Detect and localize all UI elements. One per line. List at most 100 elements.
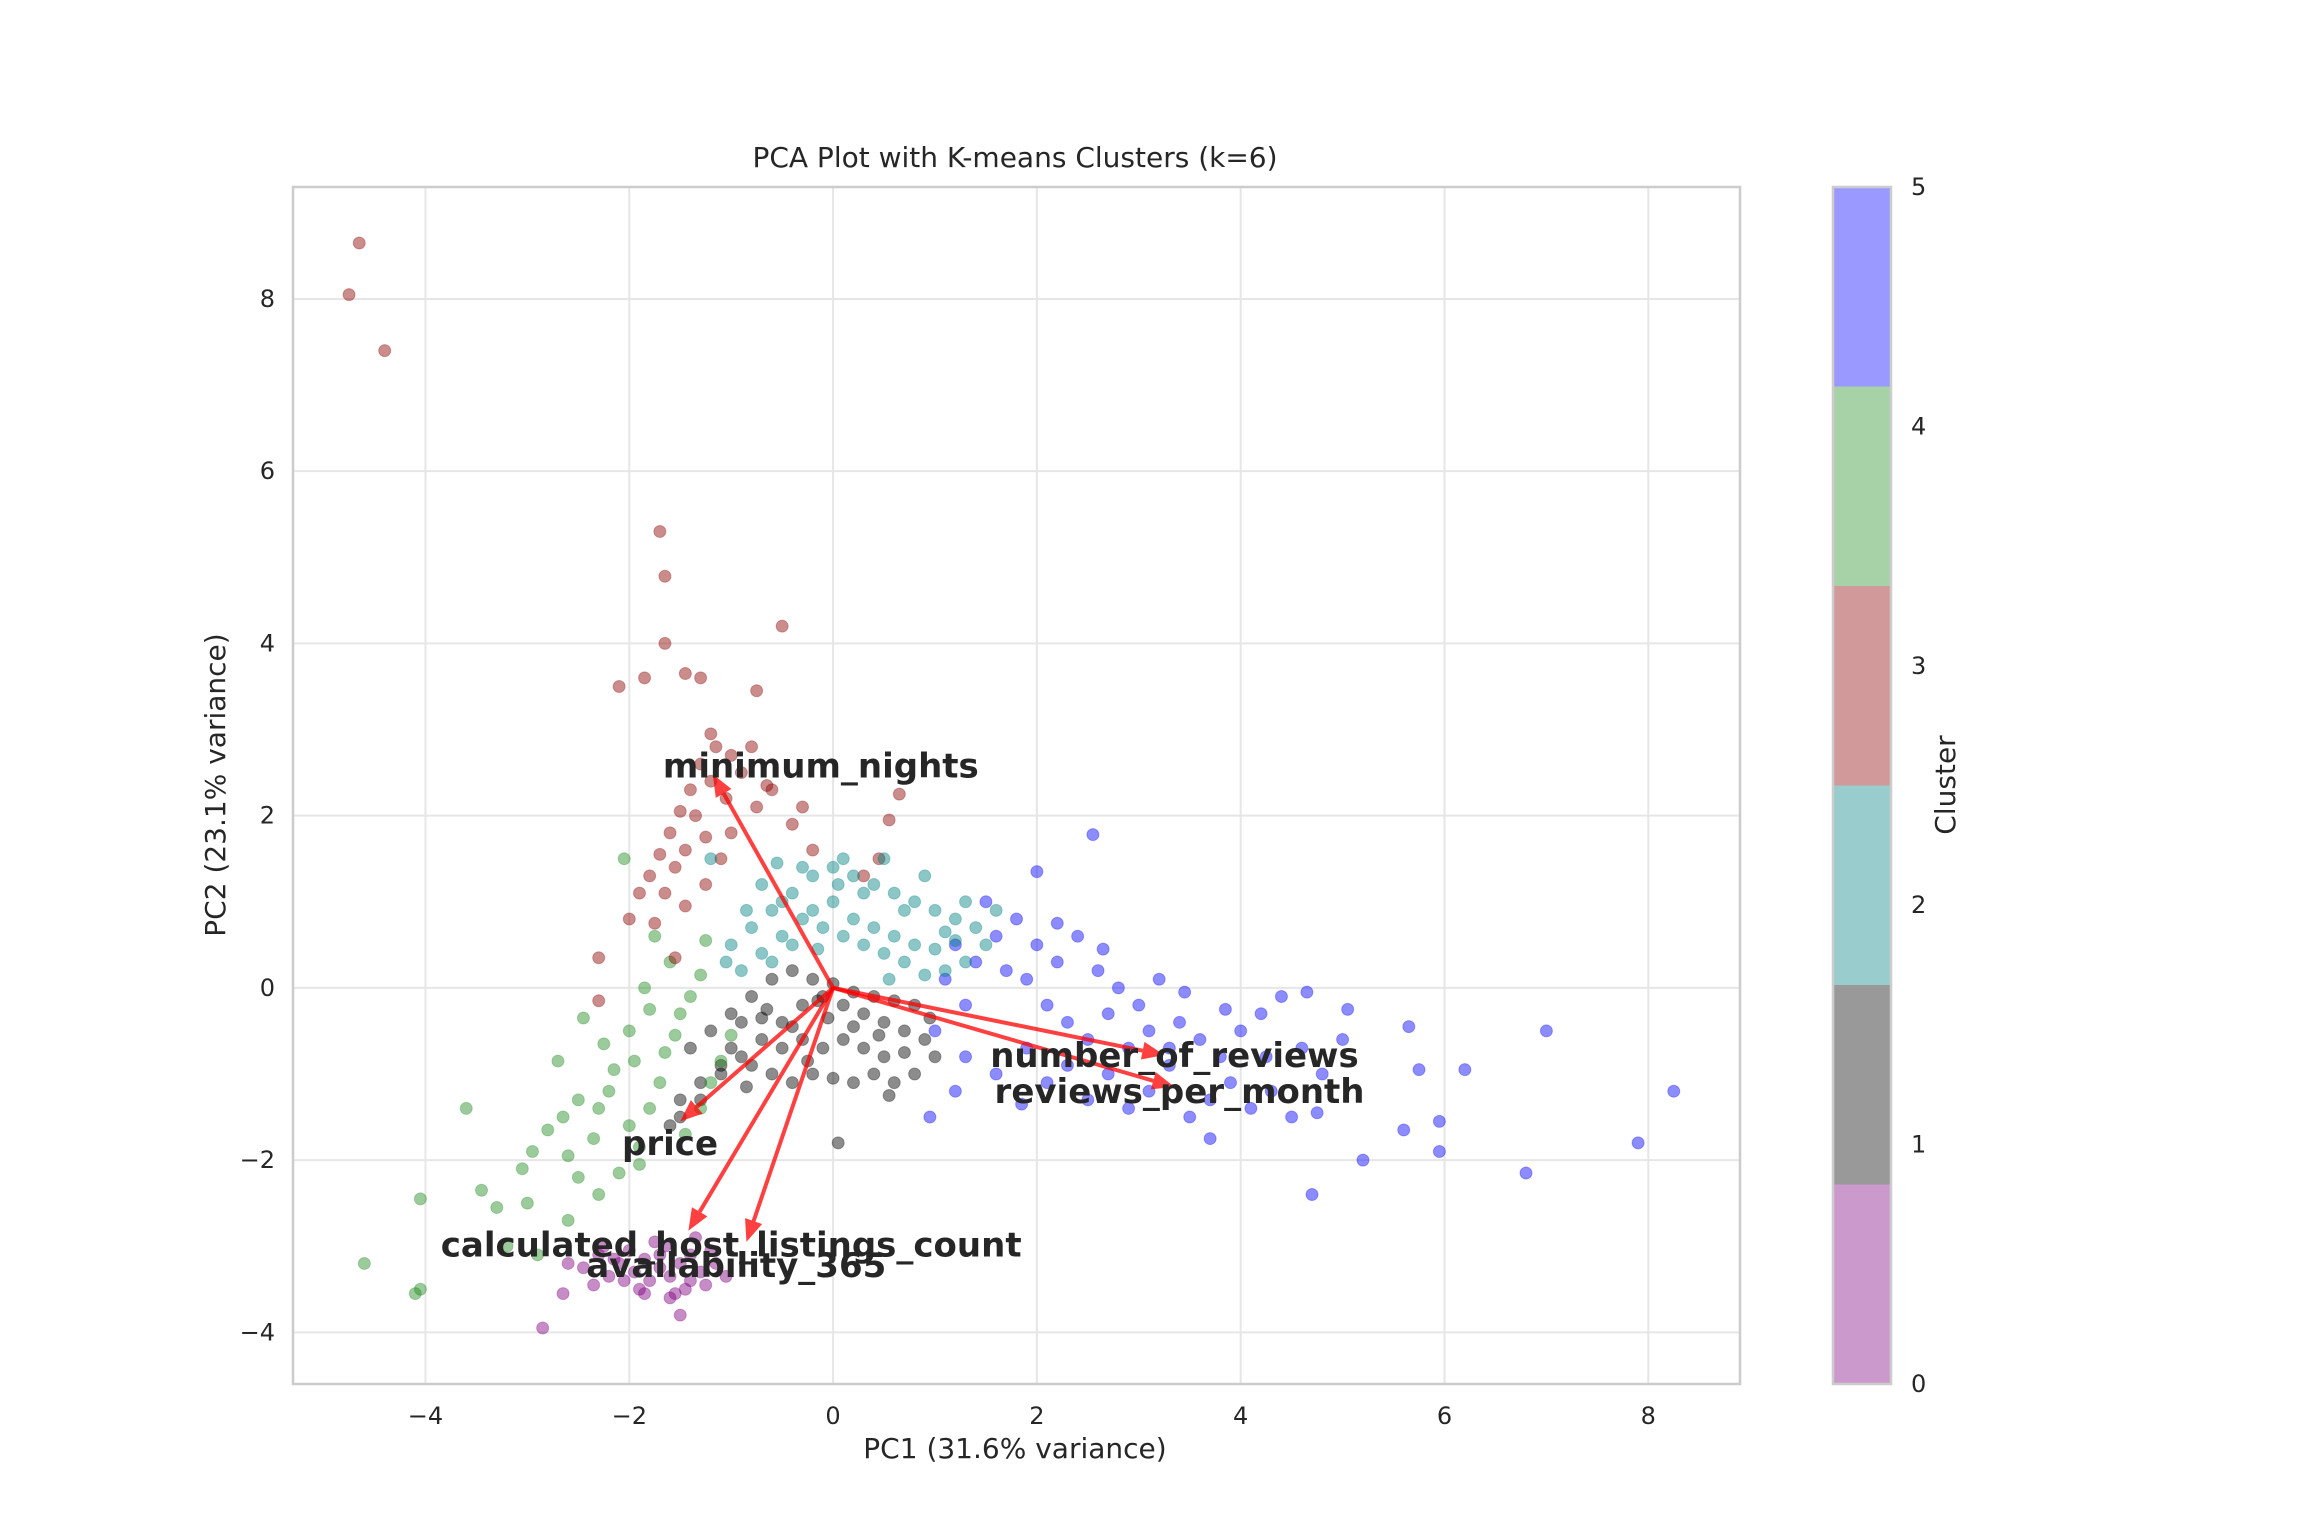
cluster-0-point [587, 1278, 601, 1292]
cluster-4-point [413, 1282, 427, 1296]
cluster-0-point [694, 1265, 708, 1279]
cluster-2-point [918, 869, 932, 883]
cluster-0-point [592, 1248, 606, 1262]
cluster-5-point [1193, 1033, 1207, 1047]
cluster-1-point [734, 1050, 748, 1064]
cluster-1-point [714, 1058, 728, 1072]
cluster-1-point [775, 1041, 789, 1055]
cluster-5-point [979, 895, 993, 909]
loading-arrow [695, 986, 835, 1109]
cluster-4-point [714, 1054, 728, 1068]
cluster-2-point [857, 938, 871, 952]
cluster-4-point [408, 1287, 422, 1301]
cluster-4-point [597, 1037, 611, 1051]
cluster-2-point [918, 968, 932, 982]
cluster-2-point [719, 955, 733, 969]
colorbar-tick-label: 2 [1911, 891, 1926, 919]
cluster-5-point [1040, 998, 1054, 1012]
cluster-4-point [515, 1162, 529, 1176]
cluster-5-point [1631, 1136, 1645, 1150]
colorbar-label: Cluster [1929, 735, 1962, 835]
cluster-5-point [1310, 1106, 1324, 1120]
cluster-0-point [602, 1269, 616, 1283]
cluster-1-point [775, 1015, 789, 1029]
cluster-4-point [622, 1024, 636, 1038]
cluster-3-point [714, 852, 728, 866]
cluster-4-point [587, 1132, 601, 1146]
plot-frame [291, 185, 1742, 1386]
loading-arrow [832, 985, 1154, 1083]
colorbar-segment [1833, 1184, 1891, 1384]
cluster-0-point [617, 1274, 631, 1288]
cluster-0-point [673, 1308, 687, 1322]
colorbar: 0 1 2 3 4 5 [1831, 173, 1926, 1398]
loading-arrowhead [745, 1218, 763, 1242]
cluster-0-point [683, 1248, 697, 1262]
cluster-4-point [592, 1101, 606, 1115]
cluster-5-point [923, 1110, 937, 1124]
cluster-2-point [959, 895, 973, 909]
cluster-4-point [632, 1140, 646, 1154]
cluster-5-point [1096, 942, 1110, 956]
cluster-5-point [1030, 938, 1044, 952]
cluster-5-point [1040, 1076, 1054, 1090]
cluster-3-point [632, 886, 646, 900]
cluster-4-point [500, 1239, 514, 1253]
y-tick-label: 0 [260, 974, 275, 1002]
cluster-4-point [413, 1192, 427, 1206]
cluster-5-point [1091, 964, 1105, 978]
cluster-2-point [867, 921, 881, 935]
cluster-1-point [704, 1024, 718, 1038]
cluster-5-point [1086, 828, 1100, 842]
cluster-5-point [989, 1067, 1003, 1081]
cluster-3-point [658, 636, 672, 650]
cluster-0-point [653, 1248, 667, 1262]
cluster-3-point [653, 524, 667, 538]
cluster-5-point [1060, 1015, 1074, 1029]
cluster-5-point [1010, 912, 1023, 926]
cluster-1-point [831, 1136, 845, 1150]
cluster-2-point [806, 903, 820, 917]
cluster-4-point [643, 1101, 657, 1115]
cluster-0-point [709, 1256, 723, 1270]
cluster-5-point [1519, 1166, 1533, 1180]
cluster-4-point [525, 1144, 539, 1158]
loading-arrowhead [1150, 1072, 1175, 1090]
cluster-5-point [989, 929, 1003, 943]
cluster-5-point [1162, 1058, 1176, 1072]
cluster-1-point [928, 1050, 942, 1064]
cluster-3-point [750, 684, 764, 698]
cluster-2-point [836, 929, 850, 943]
loading-arrowhead [1140, 1041, 1165, 1060]
cluster-5-point [1254, 1007, 1268, 1021]
cluster-1-point [755, 1011, 769, 1025]
cluster-4-point [612, 1166, 626, 1180]
cluster-5-point [1162, 1041, 1176, 1055]
cluster-3-point [699, 830, 713, 844]
cluster-2-point [836, 852, 850, 866]
cluster-3-point [592, 994, 606, 1008]
cluster-3-point [648, 916, 662, 930]
cluster-5-point [938, 972, 952, 986]
cluster-2-point [887, 929, 901, 943]
loading-arrow [721, 792, 835, 989]
cluster-2-point [785, 938, 799, 952]
colorbar-tick-label: 0 [1911, 1370, 1926, 1398]
cluster-5-point [1539, 1024, 1553, 1038]
cluster-3-point [689, 809, 703, 823]
cluster-0-point [658, 1239, 672, 1253]
cluster-5-point [948, 1084, 962, 1098]
cluster-1-point [683, 1041, 697, 1055]
cluster-5-point [1132, 998, 1146, 1012]
cluster-3-point [872, 852, 886, 866]
colorbar-segment [1833, 386, 1891, 586]
cluster-0-point [704, 1244, 718, 1258]
cluster-2-point [857, 886, 871, 900]
cluster-4-point [556, 1110, 570, 1124]
cluster-5-point [959, 998, 973, 1012]
loading-arrowhead [688, 1207, 708, 1231]
cluster-1-point [785, 1076, 799, 1090]
cluster-3-point [673, 804, 687, 818]
cluster-5-point [1173, 1015, 1187, 1029]
